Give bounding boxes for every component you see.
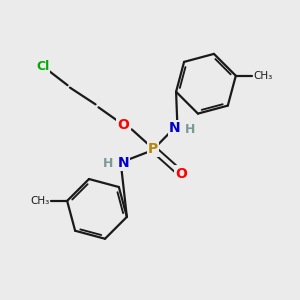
Text: P: P (148, 142, 158, 155)
Text: CH₃: CH₃ (30, 196, 50, 206)
Text: O: O (118, 118, 129, 132)
Text: O: O (175, 167, 187, 181)
Text: N: N (169, 121, 181, 135)
Text: H: H (185, 123, 196, 136)
Text: N: N (118, 156, 129, 170)
Text: H: H (103, 157, 113, 170)
Text: Cl: Cl (36, 60, 49, 73)
Text: CH₃: CH₃ (254, 71, 273, 81)
